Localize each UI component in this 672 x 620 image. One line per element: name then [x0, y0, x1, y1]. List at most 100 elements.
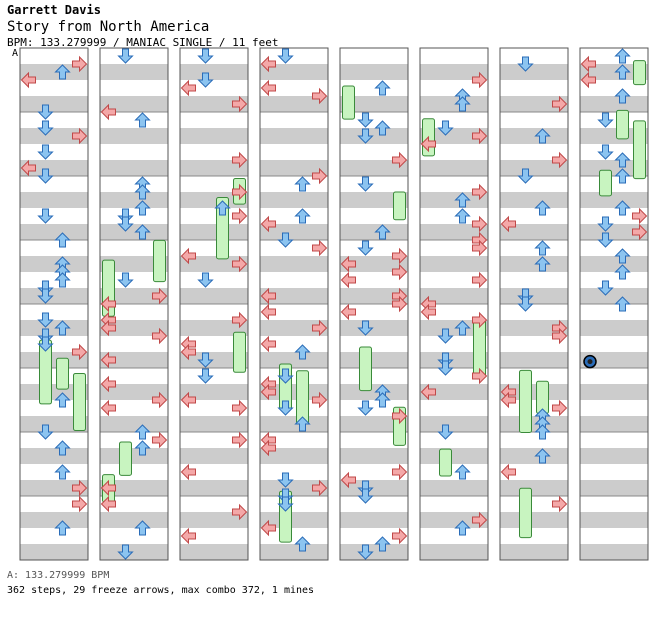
freeze-arrow: [519, 487, 532, 539]
beat-band: [260, 160, 328, 176]
beat-band: [100, 384, 168, 400]
freeze-arrow: [633, 60, 646, 86]
beat-band: [500, 64, 568, 80]
freeze-arrow: [599, 169, 612, 197]
beat-band: [20, 96, 88, 112]
beat-band: [260, 352, 328, 368]
beat-band: [180, 480, 248, 496]
chart-column: [419, 47, 489, 561]
beat-band: [580, 256, 648, 272]
chart-column: [499, 47, 569, 561]
beat-band: [100, 352, 168, 368]
beat-band: [260, 480, 328, 496]
beat-band: [20, 128, 88, 144]
beat-band: [100, 512, 168, 528]
beat-band: [580, 288, 648, 304]
beat-band: [500, 480, 568, 496]
beat-band: [260, 384, 328, 400]
beat-band: [180, 160, 248, 176]
beat-band: [420, 512, 488, 528]
beat-band: [100, 480, 168, 496]
beat-band: [100, 448, 168, 464]
beat-band: [180, 384, 248, 400]
beat-band: [180, 352, 248, 368]
beat-band: [420, 384, 488, 400]
beat-band: [100, 256, 168, 272]
beat-band: [420, 544, 488, 560]
beat-band: [580, 128, 648, 144]
beat-band: [100, 192, 168, 208]
beat-band: [500, 416, 568, 432]
beat-band: [340, 256, 408, 272]
beat-band: [340, 128, 408, 144]
beat-band: [20, 64, 88, 80]
beat-band: [180, 224, 248, 240]
column-border: [99, 47, 169, 561]
beat-band: [180, 544, 248, 560]
freeze-arrow: [633, 120, 646, 180]
beat-band: [500, 128, 568, 144]
beat-band: [340, 416, 408, 432]
beat-band: [180, 192, 248, 208]
beat-band: [20, 352, 88, 368]
beat-band: [260, 320, 328, 336]
beat-band: [580, 160, 648, 176]
freeze-arrow: [616, 109, 629, 140]
beat-band: [180, 96, 248, 112]
beat-band: [20, 320, 88, 336]
beat-band: [260, 96, 328, 112]
chart-column: [19, 47, 89, 561]
beat-band: [180, 448, 248, 464]
beat-band: [500, 544, 568, 560]
beat-band: [340, 160, 408, 176]
freeze-arrow: [519, 369, 532, 434]
beat-band: [580, 480, 648, 496]
beat-band: [20, 480, 88, 496]
beat-band: [340, 480, 408, 496]
beat-band: [580, 384, 648, 400]
beat-band: [100, 544, 168, 560]
beat-band: [20, 192, 88, 208]
beat-band: [500, 256, 568, 272]
chart-column: [99, 47, 169, 561]
beat-band: [420, 256, 488, 272]
beat-band: [260, 416, 328, 432]
beat-band: [180, 128, 248, 144]
beat-band: [260, 288, 328, 304]
beat-band: [500, 288, 568, 304]
beat-band: [180, 288, 248, 304]
beat-band: [420, 160, 488, 176]
beat-band: [580, 448, 648, 464]
freeze-arrow: [296, 370, 309, 424]
beat-band: [20, 448, 88, 464]
beat-band: [180, 320, 248, 336]
beat-band: [20, 512, 88, 528]
column-border: [259, 47, 329, 561]
beat-band: [580, 192, 648, 208]
column-border: [19, 47, 89, 561]
beat-band: [260, 512, 328, 528]
beat-band: [260, 224, 328, 240]
column-border: [419, 47, 489, 561]
beat-band: [340, 64, 408, 80]
beat-band: [180, 256, 248, 272]
beat-band: [100, 96, 168, 112]
column-border: [179, 47, 249, 561]
beat-band: [500, 192, 568, 208]
beat-band: [20, 416, 88, 432]
beat-band: [100, 160, 168, 176]
freeze-arrow: [119, 441, 132, 476]
beat-band: [500, 448, 568, 464]
freeze-arrow: [73, 372, 86, 432]
beat-band: [580, 352, 648, 368]
beat-band: [260, 448, 328, 464]
beat-band: [500, 320, 568, 336]
freeze-arrow: [439, 448, 452, 477]
beat-band: [420, 96, 488, 112]
beat-band: [20, 256, 88, 272]
beat-band: [100, 224, 168, 240]
beat-band: [420, 448, 488, 464]
column-border: [339, 47, 409, 561]
beat-band: [500, 512, 568, 528]
